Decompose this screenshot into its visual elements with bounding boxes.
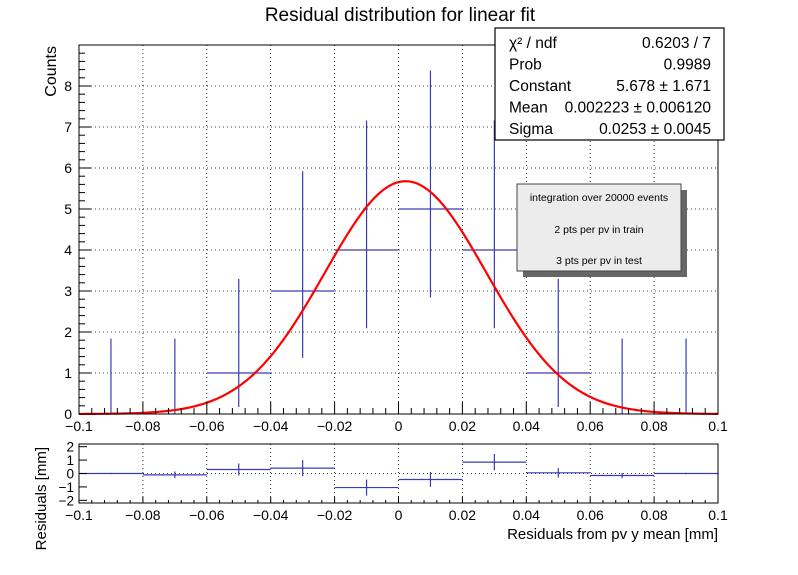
y-tick-label: 8 (64, 78, 72, 94)
y-tick-label: 7 (64, 119, 72, 135)
residuals-x-tick-label: −0.06 (189, 507, 225, 523)
y-tick-label: 0 (64, 406, 72, 422)
residuals-x-tick-label: 0.06 (577, 507, 604, 523)
residuals-x-tick-label: 0.04 (513, 507, 540, 523)
residuals-y-tick-label: −2 (59, 493, 74, 508)
stats-value: 0.0253 ± 0.0045 (599, 121, 711, 138)
main-x-axis-ticks: −0.1 −0.08 −0.06 −0.04 −0.02 0 0.02 0.04 0.06 0.0… (65, 402, 728, 434)
residuals-x-tick-label: 0.08 (640, 507, 667, 523)
residuals-y-axis-ticks: 210−1−2 (59, 440, 87, 508)
residuals-x-tick-label: −0.04 (253, 507, 289, 523)
residuals-x-tick-label: 0.1 (708, 507, 728, 523)
x-axis-label: Residuals from pv y mean [mm] (507, 526, 718, 543)
stats-label: Mean (509, 100, 548, 117)
x-tick-label: −0.04 (253, 418, 289, 434)
stats-value: 0.9989 (664, 57, 711, 74)
x-tick-label: 0.06 (577, 418, 604, 434)
stats-box: χ² / ndf 0.6203 / 7 Prob 0.9989 Constant 5.67… (494, 27, 725, 141)
main-y-axis-ticks: 0 1 2 3 4 5 6 7 8 (64, 52, 91, 422)
annotation-line-2: 2 pts per pv in train (554, 224, 643, 236)
stats-label: Sigma (509, 121, 553, 138)
x-tick-label: 0.04 (513, 418, 540, 434)
residuals-y-tick-label: 1 (66, 453, 74, 468)
y-tick-label: 6 (64, 160, 72, 176)
gaussian-fit-curve (78, 180, 719, 416)
stats-label: Prob (509, 57, 542, 74)
residuals-y-tick-label: 2 (66, 440, 74, 455)
residuals-x-axis-ticks: −0.1 −0.08 −0.06 −0.04 −0.02 0 0.02 0.04 0.06 0.0… (65, 497, 728, 523)
x-tick-label: −0.08 (125, 418, 161, 434)
annotation-line-1: integration over 20000 events (530, 192, 668, 204)
chart-title: Residual distribution for linear fit (265, 5, 536, 26)
stats-value: 0.002223 ± 0.006120 (565, 100, 712, 117)
residuals-x-tick-label: −0.02 (317, 507, 353, 523)
y-tick-label: 3 (64, 283, 72, 299)
stats-value: 5.678 ± 1.671 (616, 78, 711, 95)
residuals-y-tick-label: −1 (59, 480, 74, 495)
x-tick-label: 0 (395, 418, 403, 434)
residuals-x-tick-label: 0.02 (449, 507, 476, 523)
y-axis-label: Counts (43, 46, 60, 97)
residuals-x-tick-label: −0.08 (125, 507, 161, 523)
x-tick-label: 0.02 (449, 418, 476, 434)
residuals-x-tick-label: −0.1 (65, 507, 93, 523)
residuals-x-tick-label: 0 (395, 507, 403, 523)
residuals-y-axis-label: Residuals [mm] (33, 447, 50, 550)
y-tick-label: 2 (64, 324, 72, 340)
y-tick-label: 5 (64, 201, 72, 217)
residuals-grid (79, 444, 718, 503)
residuals-y-tick-label: 0 (66, 467, 74, 482)
y-tick-label: 4 (64, 242, 72, 258)
annotation-box: integration over 20000 events 2 pts per … (516, 183, 687, 277)
x-tick-label: 0.08 (640, 418, 667, 434)
x-tick-label: −0.1 (65, 418, 93, 434)
annotation-line-3: 3 pts per pv in test (556, 255, 642, 267)
stats-label: Constant (509, 78, 572, 95)
y-tick-label: 1 (64, 365, 72, 381)
x-tick-label: −0.06 (189, 418, 225, 434)
x-tick-label: −0.02 (317, 418, 353, 434)
stats-value: 0.6203 / 7 (642, 35, 711, 52)
stats-label: χ² / ndf (509, 35, 557, 52)
x-tick-label: 0.1 (708, 418, 728, 434)
histogram-bins (110, 70, 687, 414)
residual-points (79, 454, 718, 496)
